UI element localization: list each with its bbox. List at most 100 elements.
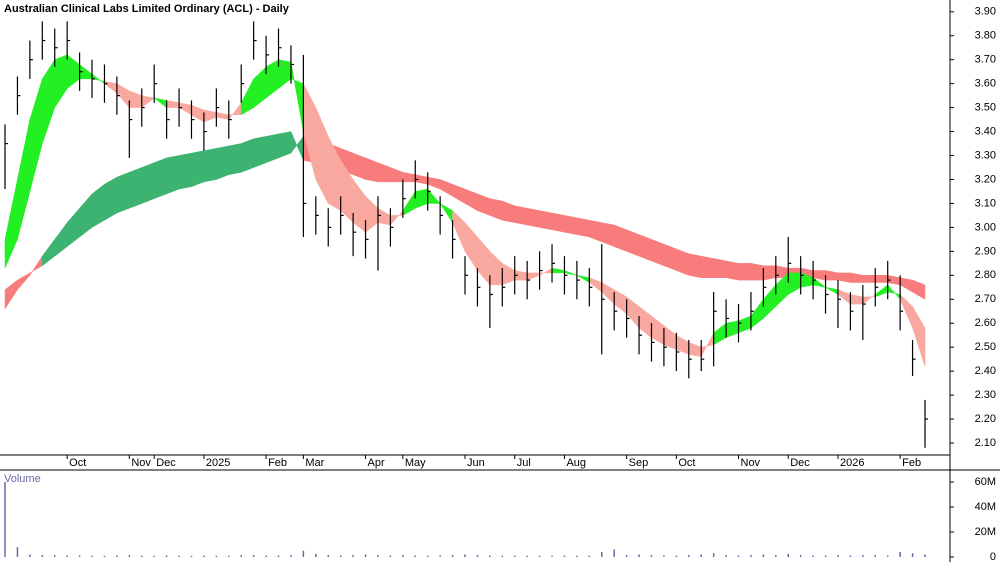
volume-bar <box>625 555 628 557</box>
volume-bar <box>874 555 877 557</box>
y-tick-label: 2.50 <box>975 341 996 353</box>
x-tick-label: Apr <box>368 457 385 469</box>
volume-bar <box>737 555 740 557</box>
x-tick-label: Dec <box>156 457 176 469</box>
volume-bar <box>812 555 814 557</box>
volume-bar <box>203 555 205 557</box>
volume-bar <box>824 555 827 557</box>
volume-bar <box>228 555 230 557</box>
y-tick-label: 3.90 <box>975 6 996 18</box>
volume-bar <box>787 553 789 557</box>
x-tick-label: Feb <box>268 457 287 469</box>
band-segment <box>912 305 926 367</box>
band-segment <box>713 258 727 278</box>
volume-bar <box>265 555 267 557</box>
y-tick-label: 2.30 <box>975 389 996 401</box>
band-segment <box>178 152 192 190</box>
band-segment <box>725 260 739 281</box>
volume-bar <box>16 547 19 557</box>
x-tick-label: Oct <box>69 457 86 469</box>
volume-bar <box>638 554 640 557</box>
band-segment <box>626 229 640 257</box>
volume-bar <box>91 555 93 557</box>
band-segment <box>203 148 217 183</box>
volume-bar <box>389 555 392 557</box>
band-segment <box>551 212 565 233</box>
y-tick-label: 3.80 <box>975 30 996 42</box>
volume-bar <box>513 555 516 557</box>
volume-bar <box>215 555 218 557</box>
volume-bar <box>402 555 404 557</box>
volume-bar <box>29 554 31 557</box>
y-tick-label: 3.00 <box>975 221 996 233</box>
volume-tick-label: 40M <box>975 501 996 513</box>
band-segment <box>738 263 752 281</box>
volume-bar <box>414 555 417 557</box>
volume-bar <box>315 553 317 557</box>
volume-bar <box>526 555 528 557</box>
y-tick-label: 3.60 <box>975 78 996 90</box>
band-segment <box>526 207 540 228</box>
x-tick-label: Feb <box>902 457 921 469</box>
y-tick-label: 3.50 <box>975 102 996 114</box>
volume-bar <box>650 555 653 557</box>
volume-bar <box>762 554 765 557</box>
band-segment <box>700 255 714 278</box>
band-segment <box>141 162 155 204</box>
volume-bar <box>501 555 504 557</box>
band-segment <box>912 279 926 300</box>
x-tick-label: 2025 <box>206 457 230 469</box>
volume-bar <box>190 555 193 557</box>
band-segment <box>750 263 764 281</box>
x-tick-label: Jul <box>517 457 531 469</box>
volume-tick-label: 60M <box>975 476 996 488</box>
volume-bar <box>78 555 81 557</box>
y-tick-label: 2.80 <box>975 269 996 281</box>
band-segment <box>166 155 180 195</box>
volume-bar <box>551 555 553 557</box>
band-segment <box>651 239 665 267</box>
volume-label: Volume <box>4 473 41 485</box>
volume-bar <box>588 555 591 557</box>
y-tick-label: 3.10 <box>975 197 996 209</box>
x-tick-label: Nov <box>131 457 151 469</box>
x-tick-label: Aug <box>566 457 586 469</box>
volume-bar <box>178 555 180 557</box>
band-segment <box>191 150 205 188</box>
volume-bar <box>439 555 441 557</box>
volume-bar <box>339 555 342 557</box>
volume-bar <box>128 555 131 557</box>
volume-bar <box>426 555 429 557</box>
y-tick-label: 3.30 <box>975 149 996 161</box>
volume-bar <box>886 555 889 557</box>
volume-bar <box>775 555 777 557</box>
x-tick-label: Dec <box>790 457 810 469</box>
volume-bar <box>53 555 56 557</box>
band-segment <box>265 133 279 164</box>
volume-bar <box>899 552 901 557</box>
band-segment <box>216 145 230 180</box>
x-tick-label: Oct <box>678 457 695 469</box>
band-segment <box>104 176 118 221</box>
band-segment <box>352 152 366 180</box>
volume-tick-label: 0 <box>990 551 996 562</box>
y-tick-label: 3.40 <box>975 125 996 137</box>
chart-title: Australian Clinical Labs Limited Ordinar… <box>4 3 290 15</box>
volume-bar <box>538 555 541 557</box>
band-segment <box>564 215 578 235</box>
volume-bar <box>252 555 255 557</box>
y-tick-label: 3.20 <box>975 173 996 185</box>
volume-bar <box>240 555 242 557</box>
volume-bar <box>675 555 678 557</box>
volume-bar <box>277 555 280 557</box>
y-tick-label: 3.70 <box>975 54 996 66</box>
band-segment <box>576 217 590 238</box>
volume-bar <box>41 555 44 557</box>
band-segment <box>514 205 528 226</box>
band-segment <box>240 138 254 173</box>
volume-bar <box>576 555 578 557</box>
band-segment <box>116 171 130 214</box>
volume-bar <box>476 555 479 557</box>
volume-bar <box>601 552 603 557</box>
